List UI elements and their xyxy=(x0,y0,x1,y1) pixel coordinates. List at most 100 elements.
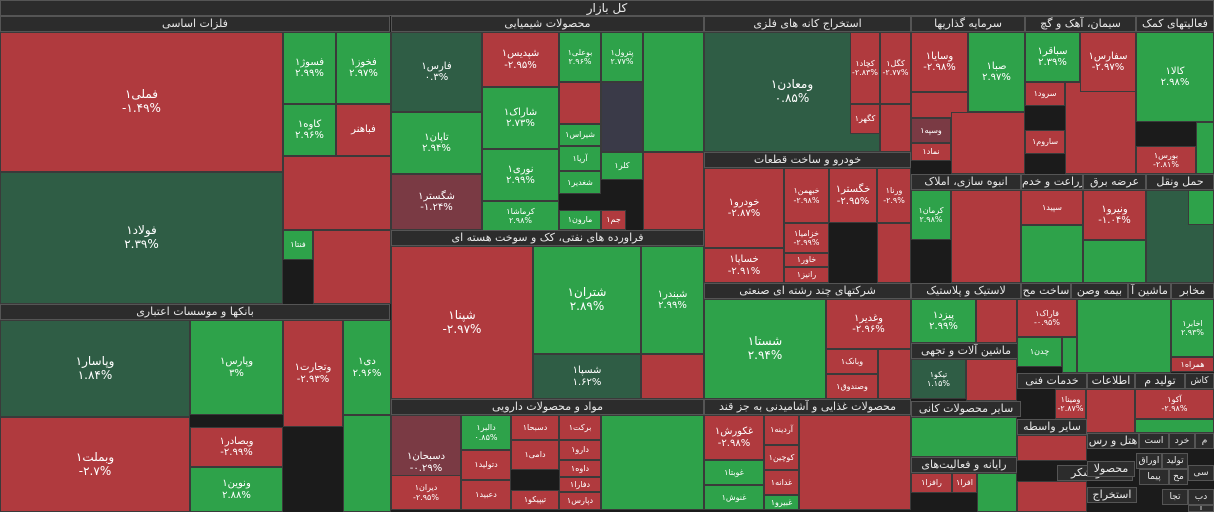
symbol-tile[interactable]: آکو۱ -۲.۹۸% xyxy=(1135,389,1214,419)
symbol-tile[interactable]: نوری۱ ۲.۹۹% xyxy=(482,149,559,201)
symbol-tile[interactable]: وبانک۱ xyxy=(826,349,878,374)
symbol-tile[interactable]: فولاد۱ ۲.۳۹% xyxy=(0,172,283,304)
sector-header[interactable]: خرد xyxy=(1169,433,1195,449)
symbol-tile[interactable]: سفارس۱ -۲.۹۷% xyxy=(1080,32,1136,92)
symbol-tile[interactable]: ورنا۱ -۲.۹% xyxy=(877,168,911,223)
symbol-tile[interactable]: داوه۱ xyxy=(559,460,601,477)
sector-header[interactable]: فراورده های نفتی، کک و سوخت هسته ای xyxy=(391,230,704,246)
sector-header[interactable]: فلزات اساسی xyxy=(0,16,390,32)
filler-tile[interactable] xyxy=(911,92,968,118)
sector-header[interactable]: مح xyxy=(1169,469,1188,485)
symbol-tile[interactable]: مارون۱ xyxy=(559,210,601,230)
symbol-tile[interactable]: فملی۱ -۱.۴۹% xyxy=(0,32,283,172)
symbol-tile[interactable]: دفارا۱ xyxy=(559,477,601,492)
filler-tile[interactable] xyxy=(313,230,391,304)
symbol-tile[interactable]: فارس۱ ۰.۳% xyxy=(391,32,482,112)
symbol-tile[interactable]: غکورش۱ -۲.۹۸% xyxy=(704,415,764,460)
sector-header[interactable]: لاستیک و پلاستیک xyxy=(911,283,1021,299)
sector-header[interactable]: ا xyxy=(1188,505,1214,512)
filler-tile[interactable] xyxy=(643,32,704,152)
sector-header[interactable]: رایانه و فعالیت‌های xyxy=(911,457,1017,473)
sector-header[interactable]: ماشین آلات و تجهی xyxy=(911,343,1021,359)
filler-tile[interactable] xyxy=(799,415,911,510)
symbol-tile[interactable]: کاوه۱ ۲.۹۶% xyxy=(283,104,336,156)
symbol-tile[interactable]: وغدیر۱ -۲.۹۶% xyxy=(826,299,911,349)
filler-tile[interactable] xyxy=(641,354,704,399)
filler-tile[interactable] xyxy=(951,190,1021,283)
sector-header[interactable]: زراعت و خدم xyxy=(1021,174,1083,190)
sector-header[interactable]: دب xyxy=(1188,489,1214,505)
symbol-tile[interactable]: غدانه۱ xyxy=(764,470,799,495)
sector-header[interactable]: مخابر xyxy=(1171,283,1214,299)
symbol-tile[interactable]: دپارس۱ xyxy=(559,492,601,510)
symbol-tile[interactable]: وصندوق۱ xyxy=(826,374,878,399)
filler-tile[interactable] xyxy=(1062,337,1077,373)
sector-header[interactable]: هتل و رس xyxy=(1087,433,1139,449)
filler-tile[interactable] xyxy=(1017,435,1087,461)
symbol-tile[interactable]: پیزد۱ ۲.۹۹% xyxy=(911,299,976,343)
symbol-tile[interactable]: سباقر۱ ۲.۳۹% xyxy=(1025,32,1080,82)
symbol-tile[interactable]: خاور۱ xyxy=(784,253,829,267)
sector-header[interactable]: پیما xyxy=(1139,469,1169,485)
symbol-tile[interactable]: دسبحا۱ xyxy=(511,415,559,440)
symbol-tile[interactable]: تیپیکو۱ xyxy=(511,490,559,510)
symbol-tile[interactable]: دالبر۱ ۰.۸۵% xyxy=(461,415,511,450)
symbol-tile[interactable]: دعبید۱ xyxy=(461,480,511,510)
symbol-tile[interactable]: وسپه۱ xyxy=(911,118,951,143)
symbol-tile[interactable]: بوعلی۱ ۲.۹۶% xyxy=(559,32,601,82)
symbol-tile[interactable]: شپدیس۱ -۲.۹۵% xyxy=(482,32,559,87)
sector-header[interactable]: تولید م xyxy=(1135,373,1185,389)
sector-header[interactable]: شرکتهای چند رشته ای صنعتی xyxy=(704,283,911,299)
symbol-tile[interactable]: رانیز۱ xyxy=(784,267,829,283)
symbol-tile[interactable]: شپنا۱ -۲.۹۷% xyxy=(391,246,533,399)
sector-header[interactable]: استخراج xyxy=(1087,487,1137,503)
filler-tile[interactable] xyxy=(601,415,704,510)
symbol-tile[interactable]: وسایا۱ -۲.۹۸% xyxy=(911,32,968,92)
symbol-tile[interactable]: شیراس۱ xyxy=(559,124,601,146)
filler-tile[interactable] xyxy=(1017,481,1087,512)
sector-header[interactable]: محصولات غذایی و آشامیدنی به جز قند xyxy=(704,399,911,415)
symbol-tile[interactable]: شاراک۱ ۲.۷۳% xyxy=(482,87,559,149)
filler-tile[interactable] xyxy=(966,359,1017,401)
symbol-tile[interactable]: افرا۱ xyxy=(952,473,977,493)
filler-tile[interactable] xyxy=(951,112,1025,174)
filler-tile[interactable] xyxy=(976,299,1017,343)
symbol-tile[interactable]: غنوش۱ xyxy=(704,485,764,510)
symbol-tile[interactable]: صبا۱ ۲.۹۷% xyxy=(968,32,1025,112)
filler-tile[interactable] xyxy=(1077,299,1171,373)
symbol-tile[interactable]: خساپا۱ -۲.۹۱% xyxy=(704,248,784,283)
symbol-tile[interactable]: تاپان۱ ۲.۹۴% xyxy=(391,112,482,174)
filler-tile[interactable] xyxy=(601,82,643,152)
symbol-tile[interactable]: فاراک۱ -۰.۹۵% xyxy=(1017,299,1077,337)
filler-tile[interactable] xyxy=(283,156,391,230)
sector-header[interactable]: بانکها و موسسات اعتباری xyxy=(0,304,390,320)
sector-header[interactable]: سایر واسطه xyxy=(1017,419,1087,435)
sector-header[interactable]: اوراق xyxy=(1136,453,1162,469)
symbol-tile[interactable]: وتجارت۱ -۲.۹۳% xyxy=(283,320,343,427)
symbol-tile[interactable]: برکت۱ xyxy=(559,415,601,440)
sector-header[interactable]: سی xyxy=(1188,465,1214,481)
symbol-tile[interactable]: آردینه۱ xyxy=(764,415,799,445)
filler-tile[interactable] xyxy=(878,349,911,399)
symbol-tile[interactable]: شتران۱ ۲.۸۹% xyxy=(533,246,641,354)
symbol-tile[interactable]: فسوژ۱ ۲.۹۹% xyxy=(283,32,336,104)
symbol-tile[interactable]: وپاسار۱ ۱.۸۴% xyxy=(0,320,190,417)
sector-header[interactable]: عرضه برق xyxy=(1083,174,1146,190)
sector-header[interactable]: مواد و محصولات دارویی xyxy=(391,399,704,415)
symbol-tile[interactable]: خگستر۱ -۲.۹۵% xyxy=(829,168,877,223)
filler-tile[interactable] xyxy=(559,82,601,124)
symbol-tile[interactable]: همراه۱ xyxy=(1171,357,1214,372)
symbol-tile[interactable]: شغدیر۱ xyxy=(559,171,601,194)
filler-tile[interactable] xyxy=(1065,82,1136,174)
filler-tile[interactable] xyxy=(1021,225,1083,283)
symbol-tile[interactable]: کلر۱ xyxy=(601,152,643,180)
symbol-tile[interactable]: شگستر۱ -۱.۲۴% xyxy=(391,174,482,230)
symbol-tile[interactable]: شسپا۱ ۱.۶۲% xyxy=(533,354,641,399)
symbol-tile[interactable]: کرمان۱ ۲.۹۸% xyxy=(911,190,951,240)
filler-tile[interactable] xyxy=(911,417,1017,457)
symbol-tile[interactable]: خبهمن۱ -۲.۹۸% xyxy=(784,168,829,223)
filler-tile[interactable] xyxy=(1188,190,1214,225)
symbol-tile[interactable]: تیکو۱ ۱.۱۵% xyxy=(911,359,966,399)
sector-header[interactable]: است xyxy=(1139,433,1169,449)
symbol-tile[interactable]: فنتا۱ xyxy=(283,230,313,260)
